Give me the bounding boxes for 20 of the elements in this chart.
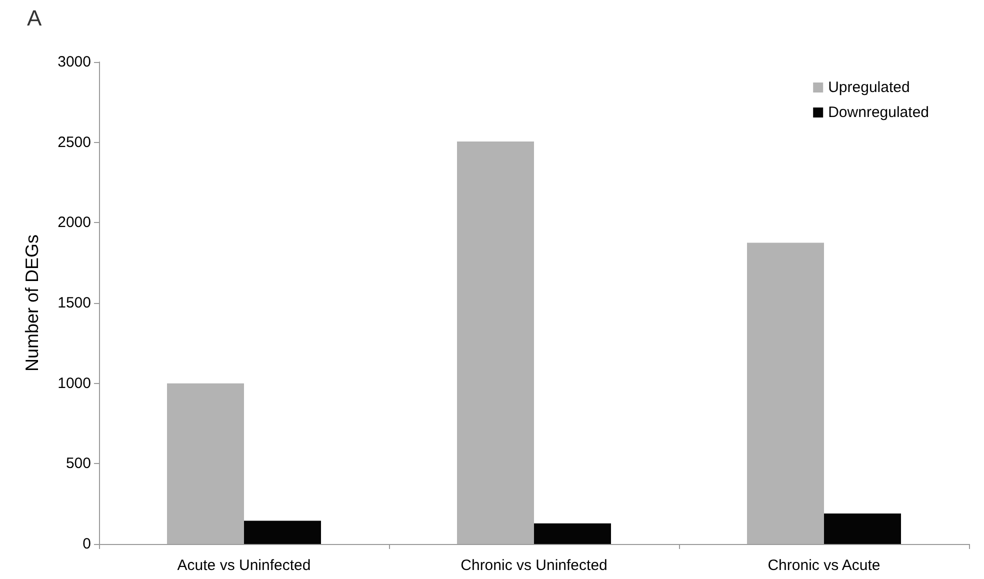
bar [747, 242, 824, 544]
x-tick-label: Chronic vs Uninfected [460, 557, 608, 574]
y-tick-label: 500 [66, 455, 91, 472]
bar [167, 383, 244, 544]
y-axis-title: Number of DEGs [22, 234, 42, 372]
x-tick-label: Acute vs Uninfected [177, 557, 311, 574]
bar [824, 513, 901, 544]
bar [534, 523, 611, 544]
y-tick-label: 3000 [58, 54, 91, 70]
bar [457, 142, 534, 544]
y-tick-label: 2000 [58, 214, 91, 232]
legend-label: Downregulated [828, 104, 930, 121]
bar [244, 520, 321, 544]
y-tick-label: 1500 [58, 294, 91, 312]
y-tick-label: 1000 [58, 374, 91, 392]
legend-label: Upregulated [828, 79, 910, 96]
y-tick-label: 2500 [58, 134, 91, 151]
chart-title: A [27, 6, 42, 30]
y-tick-label: 0 [82, 536, 91, 552]
x-tick-label: Chronic vs Acute [768, 557, 880, 574]
